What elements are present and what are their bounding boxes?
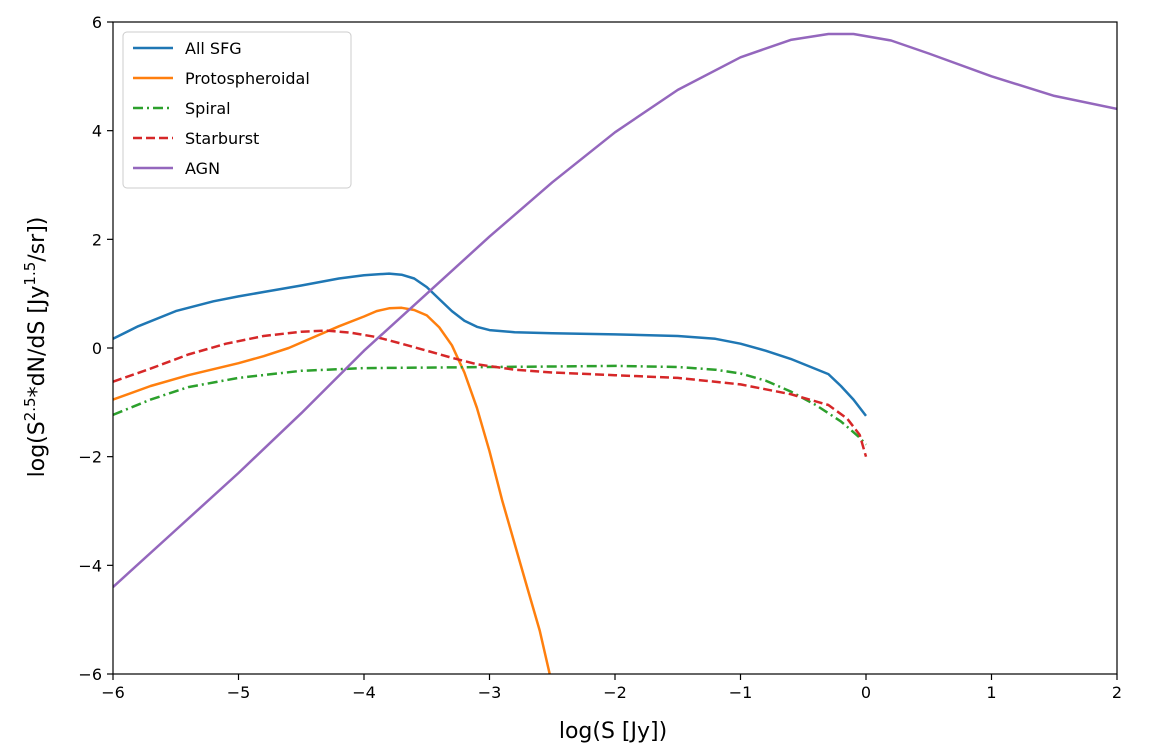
y-axis-title-sup1: 2.5: [21, 397, 39, 421]
x-tick-label: −4: [352, 683, 376, 702]
x-tick-label: 1: [986, 683, 996, 702]
x-tick-label: −2: [603, 683, 627, 702]
y-tick-label: 2: [92, 230, 102, 249]
series-line-protospheroidal: [113, 306, 551, 674]
ticks-layer: −6 −5 −4 −3 −2 −1 0 1 2 −6 −4 −2 0 2 4 6: [78, 13, 1122, 702]
y-tick-label: 4: [92, 122, 102, 141]
y-axis-title-prefix: log(S: [25, 421, 50, 477]
legend-label-agn: AGN: [185, 159, 220, 178]
x-tick-label: −5: [227, 683, 251, 702]
x-tick-label: 0: [861, 683, 871, 702]
x-tick-label: −6: [101, 683, 125, 702]
series-line-agn: [113, 32, 1117, 589]
series-line-spiral: [113, 364, 867, 446]
series-line-all-sfg: [113, 272, 867, 417]
y-tick-label: 6: [92, 13, 102, 32]
y-tick-label: −4: [78, 556, 102, 575]
y-axis-title-suffix: /sr]): [25, 217, 50, 262]
legend-label-all-sfg: All SFG: [185, 39, 242, 58]
y-tick-label: −2: [78, 448, 102, 467]
y-axis-title-middle: *dN/dS [Jy: [25, 286, 50, 398]
legend-label-protospheroidal: Protospheroidal: [185, 69, 310, 88]
legend-label-spiral: Spiral: [185, 99, 231, 118]
y-axis-title: log(S2.5*dN/dS [Jy1.5/sr]): [21, 217, 50, 478]
legend: All SFG Protospheroidal Spiral Starburst AGN: [122, 31, 352, 189]
legend-label-starburst: Starburst: [185, 129, 259, 148]
x-tick-label: −3: [478, 683, 502, 702]
y-tick-label: −6: [78, 665, 102, 684]
y-tick-label: 0: [92, 339, 102, 358]
series-layer: [113, 32, 1117, 674]
x-tick-label: −1: [729, 683, 753, 702]
legend-box: [122, 31, 352, 189]
series-line-starburst: [113, 329, 868, 458]
x-tick-label: 2: [1112, 683, 1122, 702]
x-axis-title: log(S [Jy]): [559, 719, 667, 744]
y-axis-title-sup2: 1.5: [21, 262, 39, 286]
